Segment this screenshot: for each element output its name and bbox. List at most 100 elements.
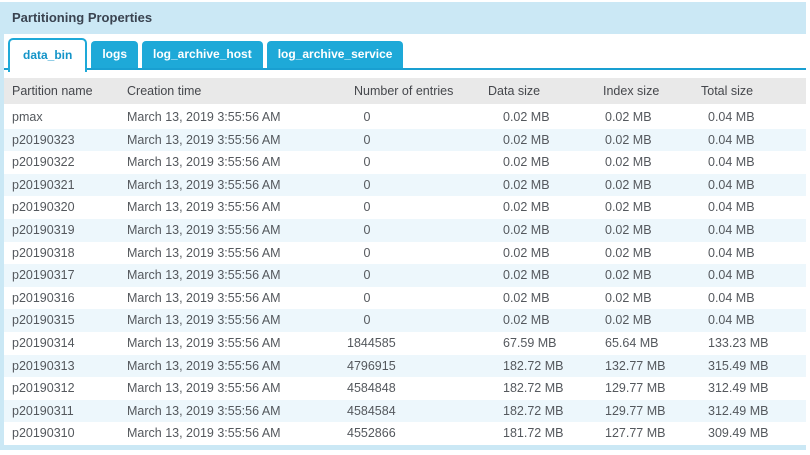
cell-data-size: 0.02 MB	[503, 268, 550, 283]
tab-log_archive_service[interactable]: log_archive_service	[266, 41, 404, 68]
cell-creation-time: March 13, 2019 3:55:56 AM	[127, 358, 281, 373]
cell-total-size: 0.04 MB	[708, 290, 755, 305]
tab-data_bin[interactable]: data_bin	[8, 38, 88, 72]
panel-title: Partitioning Properties	[4, 2, 806, 34]
cell-total-size: 0.04 MB	[708, 313, 755, 328]
cell-number-of-entries: 4584584	[347, 403, 396, 418]
cell-total-size: 0.04 MB	[708, 268, 755, 283]
cell-data-size: 0.02 MB	[503, 245, 550, 260]
cell-creation-time: March 13, 2019 3:55:56 AM	[127, 313, 281, 328]
cell-creation-time: March 13, 2019 3:55:56 AM	[127, 403, 281, 418]
cell-number-of-entries: 0	[363, 268, 371, 283]
cell-total-size: 0.04 MB	[708, 245, 755, 260]
cell-partition-name: p20190310	[12, 426, 75, 441]
cell-data-size: 0.02 MB	[503, 200, 550, 215]
table-row: p20190317 March 13, 2019 3:55:56 AM 0 0.02 …	[4, 264, 806, 287]
table-row: p20190310 March 13, 2019 3:55:56 AM 455286…	[4, 422, 806, 445]
table-row: p20190316 March 13, 2019 3:55:56 AM 0 0.02 …	[4, 286, 806, 310]
table-row: p20190320 March 13, 2019 3:55:56 AM 0 0.02 …	[4, 196, 806, 219]
partitioning-properties-panel: Partitioning Properties data_bin logs log_…	[0, 2, 806, 450]
column-header-index-size: Index size	[603, 84, 660, 98]
cell-creation-time: March 13, 2019 3:55:56 AM	[127, 290, 281, 305]
cell-data-size: 0.02 MB	[503, 290, 550, 305]
tab-log_archive_host[interactable]: log_archive_host	[142, 41, 263, 68]
cell-partition-name: p20190319	[12, 222, 75, 237]
cell-index-size: 0.02 MB	[605, 132, 652, 147]
cell-index-size: 0.02 MB	[605, 155, 652, 170]
cell-partition-name: p20190320	[12, 200, 75, 215]
cell-total-size: 133.23 MB	[708, 335, 769, 350]
table-row: p20190311 March 13, 2019 3:55:56 AM 458458…	[4, 399, 806, 423]
cell-data-size: 0.02 MB	[503, 155, 550, 170]
cell-partition-name: p20190313	[12, 358, 75, 373]
cell-data-size: 182.72 MB	[503, 403, 564, 418]
cell-index-size: 0.02 MB	[605, 313, 652, 328]
cell-number-of-entries: 4552866	[347, 426, 396, 441]
table-row: p20190322 March 13, 2019 3:55:56 AM 0 0.02 …	[4, 151, 806, 174]
cell-number-of-entries: 0	[363, 200, 371, 215]
cell-number-of-entries: 0	[363, 245, 371, 260]
cell-data-size: 0.02 MB	[503, 313, 550, 328]
cell-number-of-entries: 4796915	[347, 358, 396, 373]
cell-data-size: 0.02 MB	[503, 222, 550, 237]
cell-number-of-entries: 0	[363, 222, 371, 237]
cell-creation-time: March 13, 2019 3:55:56 AM	[127, 155, 281, 170]
cell-partition-name: p20190317	[12, 268, 75, 283]
cell-partition-name: p20190311	[12, 403, 74, 418]
table-body: pmax March 13, 2019 3:55:56 AM 0 0.02 MB 0.0…	[4, 106, 806, 445]
table-row: pmax March 13, 2019 3:55:56 AM 0 0.02 MB 0.0…	[4, 106, 806, 129]
cell-number-of-entries: 0	[363, 290, 371, 305]
cell-partition-name: p20190321	[12, 177, 75, 192]
cell-creation-time: March 13, 2019 3:55:56 AM	[127, 335, 281, 350]
cell-total-size: 0.04 MB	[708, 222, 755, 237]
table-row: p20190312 March 13, 2019 3:55:56 AM 458484…	[4, 377, 806, 400]
cell-number-of-entries: 1844585	[347, 335, 396, 350]
cell-index-size: 65.64 MB	[605, 335, 659, 350]
cell-total-size: 312.49 MB	[708, 381, 769, 396]
cell-total-size: 309.49 MB	[708, 426, 769, 441]
cell-data-size: 0.02 MB	[503, 177, 550, 192]
cell-total-size: 0.04 MB	[708, 200, 755, 215]
table-row: p20190315 March 13, 2019 3:55:56 AM 0 0.02 …	[4, 309, 806, 332]
table-row: p20190318 March 13, 2019 3:55:56 AM 0 0.02 …	[4, 241, 806, 265]
cell-index-size: 129.77 MB	[605, 381, 666, 396]
cell-number-of-entries: 0	[363, 177, 371, 192]
cell-total-size: 0.04 MB	[708, 110, 755, 124]
table-row: p20190321 March 13, 2019 3:55:56 AM 0 0.02 …	[4, 173, 806, 197]
tab-logs[interactable]: logs	[91, 41, 139, 68]
column-header-creation-time: Creation time	[127, 84, 202, 98]
cell-partition-name: pmax	[12, 110, 43, 124]
column-header-partition-name: Partition name	[12, 84, 93, 98]
cell-number-of-entries: 0	[363, 132, 371, 147]
cell-number-of-entries: 0	[363, 313, 371, 328]
cell-partition-name: p20190312	[12, 381, 75, 396]
cell-data-size: 67.59 MB	[503, 335, 557, 350]
table-header-row: Partition name Creation time Number of ent…	[4, 78, 806, 104]
cell-total-size: 0.04 MB	[708, 155, 755, 170]
cell-index-size: 0.02 MB	[605, 200, 652, 215]
cell-number-of-entries: 0	[363, 110, 371, 124]
cell-partition-name: p20190316	[12, 290, 75, 305]
cell-index-size: 0.02 MB	[605, 245, 652, 260]
table-row: p20190314 March 13, 2019 3:55:56 AM 184458…	[4, 331, 806, 355]
column-header-number-of-entries: Number of entries	[354, 84, 454, 98]
cell-creation-time: March 13, 2019 3:55:56 AM	[127, 381, 281, 396]
cell-data-size: 182.72 MB	[503, 358, 564, 373]
table-row: p20190323 March 13, 2019 3:55:56 AM 0 0.02 …	[4, 128, 806, 152]
cell-total-size: 0.04 MB	[708, 177, 755, 192]
cell-index-size: 0.02 MB	[605, 110, 652, 124]
cell-creation-time: March 13, 2019 3:55:56 AM	[127, 426, 281, 441]
cell-total-size: 315.49 MB	[708, 358, 769, 373]
cell-data-size: 0.02 MB	[503, 132, 550, 147]
cell-data-size: 181.72 MB	[503, 426, 564, 441]
cell-partition-name: p20190322	[12, 155, 75, 170]
cell-index-size: 0.02 MB	[605, 222, 652, 237]
cell-number-of-entries: 0	[363, 155, 371, 170]
cell-partition-name: p20190315	[12, 313, 75, 328]
column-header-total-size: Total size	[701, 84, 754, 98]
cell-creation-time: March 13, 2019 3:55:56 AM	[127, 222, 281, 237]
cell-creation-time: March 13, 2019 3:55:56 AM	[127, 245, 281, 260]
cell-partition-name: p20190314	[12, 335, 75, 350]
cell-partition-name: p20190323	[12, 132, 75, 147]
cell-partition-name: p20190318	[12, 245, 75, 260]
